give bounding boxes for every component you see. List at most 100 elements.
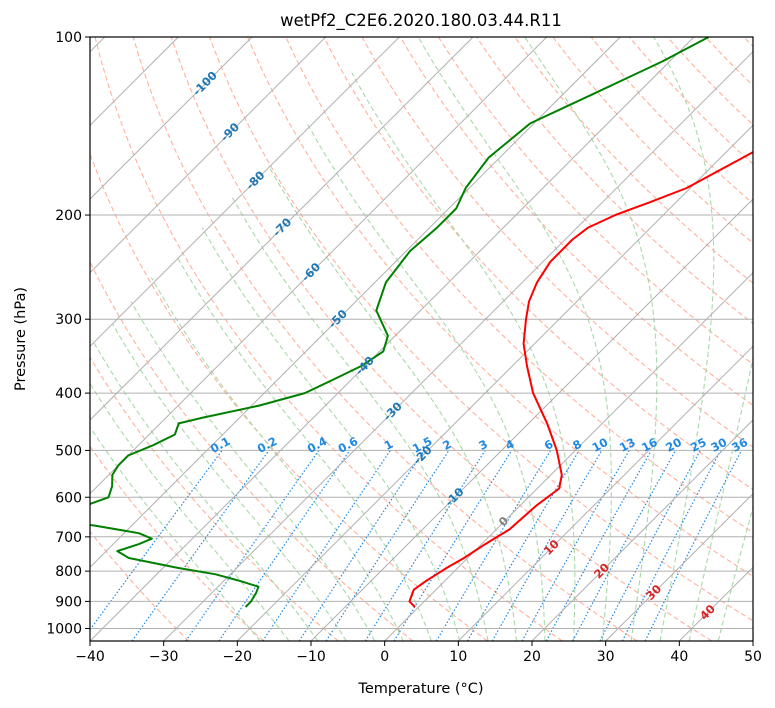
mixing-ratio-line bbox=[644, 450, 743, 641]
mixing-ratio-label: 10 bbox=[590, 435, 611, 455]
dewpoint-profile-line bbox=[90, 37, 710, 608]
moist-adiabat bbox=[417, 37, 612, 641]
dry-adiabat bbox=[90, 152, 488, 641]
dry-adiabat bbox=[323, 37, 753, 491]
mixing-ratio-line bbox=[90, 450, 223, 631]
x-tick-label: −30 bbox=[149, 649, 179, 665]
x-axis-ticks: −40 −30 −20 −10 0 10 20 30 40 50 bbox=[75, 641, 762, 665]
mixing-ratio-line bbox=[621, 450, 722, 641]
mixing-ratio-label: 13 bbox=[617, 435, 638, 455]
y-tick-label: 800 bbox=[55, 564, 82, 580]
plot-background bbox=[90, 37, 753, 641]
dry-adiabat bbox=[170, 37, 712, 641]
y-tick-label: 700 bbox=[55, 530, 82, 546]
mixing-ratio-line bbox=[298, 450, 425, 641]
mixing-ratio-line bbox=[599, 450, 701, 641]
moist-adiabat bbox=[653, 37, 715, 641]
isotherm-line bbox=[605, 492, 753, 641]
x-tick-label: 30 bbox=[597, 649, 615, 665]
profile-series bbox=[90, 37, 753, 608]
moist-adiabat bbox=[90, 382, 290, 641]
isotherm-line bbox=[90, 37, 548, 495]
dry-adiabat bbox=[94, 37, 563, 641]
y-tick-label: 600 bbox=[55, 490, 82, 506]
y-tick-label: 900 bbox=[55, 594, 82, 610]
mixing-ratio-line bbox=[572, 450, 677, 641]
isotherm-line bbox=[90, 37, 621, 569]
x-tick-label: 10 bbox=[449, 649, 467, 665]
dry-adiabat bbox=[90, 530, 190, 641]
isotherm-line bbox=[90, 37, 253, 200]
mixing-ratio-label: 25 bbox=[688, 435, 709, 455]
mixing-ratio-label: 16 bbox=[639, 435, 660, 455]
y-tick-label: 100 bbox=[55, 30, 82, 46]
x-tick-label: −10 bbox=[296, 649, 326, 665]
mixing-ratio-line bbox=[393, 450, 513, 641]
isotherm-line bbox=[163, 50, 753, 641]
y-tick-label: 400 bbox=[55, 386, 82, 402]
y-axis-title: Pressure (hPa) bbox=[13, 287, 29, 391]
mixing-ratio-line bbox=[545, 450, 652, 641]
moist-adiabat bbox=[267, 165, 518, 641]
pressure-grid-lines bbox=[90, 37, 753, 629]
y-axis-ticks: 100 200 300 400 500 600 700 800 900 1000 bbox=[46, 30, 90, 637]
moist-adiabat bbox=[201, 227, 461, 641]
x-tick-label: 50 bbox=[744, 649, 762, 665]
x-tick-label: −20 bbox=[223, 649, 253, 665]
y-tick-label: 1000 bbox=[46, 621, 82, 637]
y-tick-label: 500 bbox=[55, 443, 82, 459]
mixing-ratio-line bbox=[364, 450, 486, 641]
mixing-ratio-line bbox=[521, 450, 630, 641]
isotherm-lines bbox=[90, 37, 753, 641]
moist-adiabat bbox=[230, 194, 489, 641]
dry-adiabat bbox=[247, 37, 753, 577]
mixing-ratio-label: 20 bbox=[663, 435, 684, 455]
isotherm-line bbox=[90, 37, 327, 274]
plot-frame bbox=[89, 36, 754, 642]
isotherm-line bbox=[457, 345, 753, 641]
y-tick-label: 200 bbox=[55, 208, 82, 224]
moist-adiabat bbox=[524, 37, 658, 641]
moist-adiabat bbox=[688, 355, 753, 641]
dry-adiabat bbox=[437, 37, 753, 365]
mixing-ratio-line bbox=[131, 450, 270, 641]
moist-adiabats bbox=[90, 37, 753, 641]
isotherm-line bbox=[310, 198, 753, 641]
mixing-ratio-line bbox=[435, 450, 552, 641]
moist-adiabat bbox=[150, 277, 404, 641]
isotherm-line bbox=[90, 37, 695, 641]
moist-adiabat bbox=[717, 505, 753, 641]
mixing-ratio-line bbox=[185, 450, 320, 641]
moist-adiabat bbox=[111, 323, 347, 641]
temperature-profile-line bbox=[408, 151, 753, 608]
mixing-ratio-label: 36 bbox=[729, 435, 750, 455]
x-axis-title: Temperature (°C) bbox=[357, 681, 483, 697]
x-tick-label: 40 bbox=[670, 649, 688, 665]
y-tick-label: 300 bbox=[55, 312, 82, 328]
moist-adiabat bbox=[351, 72, 576, 641]
dry-adiabat bbox=[90, 445, 264, 641]
chart-title: wetPf2_C2E6.2020.180.03.44.R11 bbox=[280, 11, 562, 31]
isotherm-line bbox=[236, 124, 753, 641]
dry-adiabat bbox=[514, 37, 753, 284]
x-tick-label: −40 bbox=[75, 649, 105, 665]
x-tick-label: 0 bbox=[380, 649, 389, 665]
dry-adiabat bbox=[90, 356, 339, 641]
isotherm-line bbox=[531, 419, 753, 641]
dry-adiabat bbox=[132, 37, 638, 641]
isotherm-line bbox=[752, 640, 753, 641]
isotherm-line bbox=[384, 271, 753, 641]
isotherm-line bbox=[90, 37, 474, 421]
mixing-ratio-line bbox=[218, 450, 351, 641]
mixing-ratio-line bbox=[262, 450, 391, 641]
moist-adiabat bbox=[91, 339, 319, 641]
dry-adiabat bbox=[399, 37, 753, 407]
moist-adiabat bbox=[90, 426, 261, 641]
mixing-ratio-lines bbox=[90, 450, 743, 641]
x-tick-label: 20 bbox=[523, 649, 541, 665]
mixing-ratio-label: 30 bbox=[708, 435, 729, 455]
isotherm-line bbox=[90, 37, 400, 348]
mixing-ratio-line bbox=[325, 450, 450, 641]
moist-adiabat bbox=[176, 256, 432, 641]
